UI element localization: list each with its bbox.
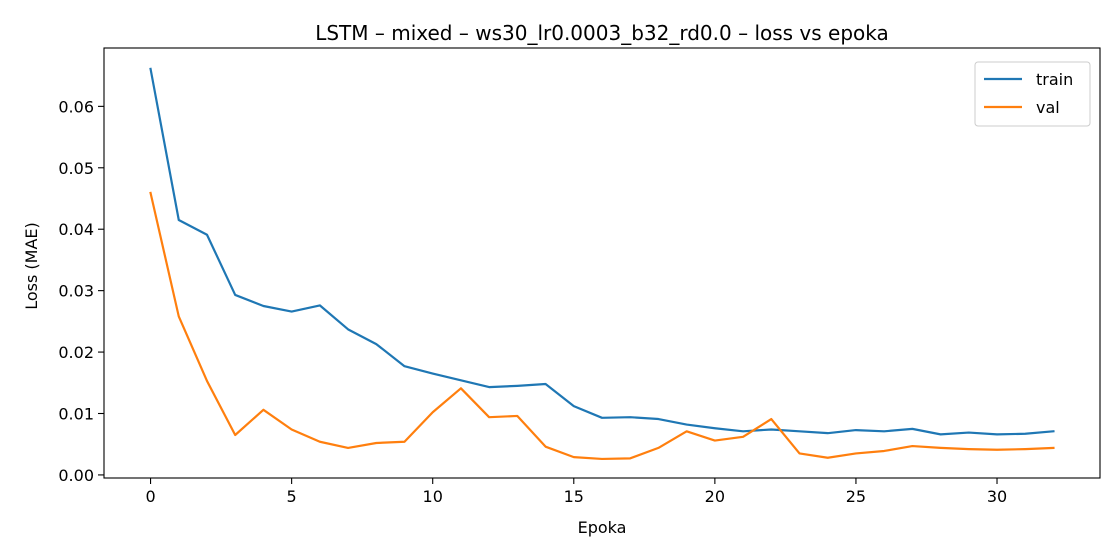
y-tick-label: 0.04	[58, 220, 94, 239]
y-axis-label: Loss (MAE)	[22, 222, 41, 310]
y-tick-label: 0.02	[58, 343, 94, 362]
y-tick-label: 0.01	[58, 405, 94, 424]
x-tick-label: 30	[987, 487, 1007, 506]
x-axis-label: Epoka	[578, 518, 627, 537]
x-tick-label: 5	[287, 487, 297, 506]
legend-label-val: val	[1036, 98, 1060, 117]
axes-layer: 0 5 10 15 20 25 30 0.00 0.01 0.02 0.03 0.04 0.05 0.06	[58, 47, 1101, 506]
x-tick-label: 25	[846, 487, 866, 506]
x-tick-label: 10	[423, 487, 443, 506]
x-tick-label: 15	[564, 487, 584, 506]
y-tick-label: 0.05	[58, 159, 94, 178]
y-tick-label: 0.03	[58, 282, 94, 301]
chart-title: LSTM – mixed – ws30_lr0.0003_b32_rd0.0 –…	[315, 21, 889, 45]
axes-frame	[103, 47, 1101, 479]
y-tick-label: 0.06	[58, 97, 94, 116]
y-tick-label: 0.00	[58, 466, 94, 485]
legend-label-train: train	[1036, 70, 1073, 89]
x-tick-label: 0	[145, 487, 155, 506]
series-layer	[149, 67, 1055, 461]
x-tick-label: 20	[705, 487, 725, 506]
plot-background	[104, 48, 1100, 478]
plot-area	[104, 48, 1100, 478]
legend: train val	[974, 61, 1091, 127]
